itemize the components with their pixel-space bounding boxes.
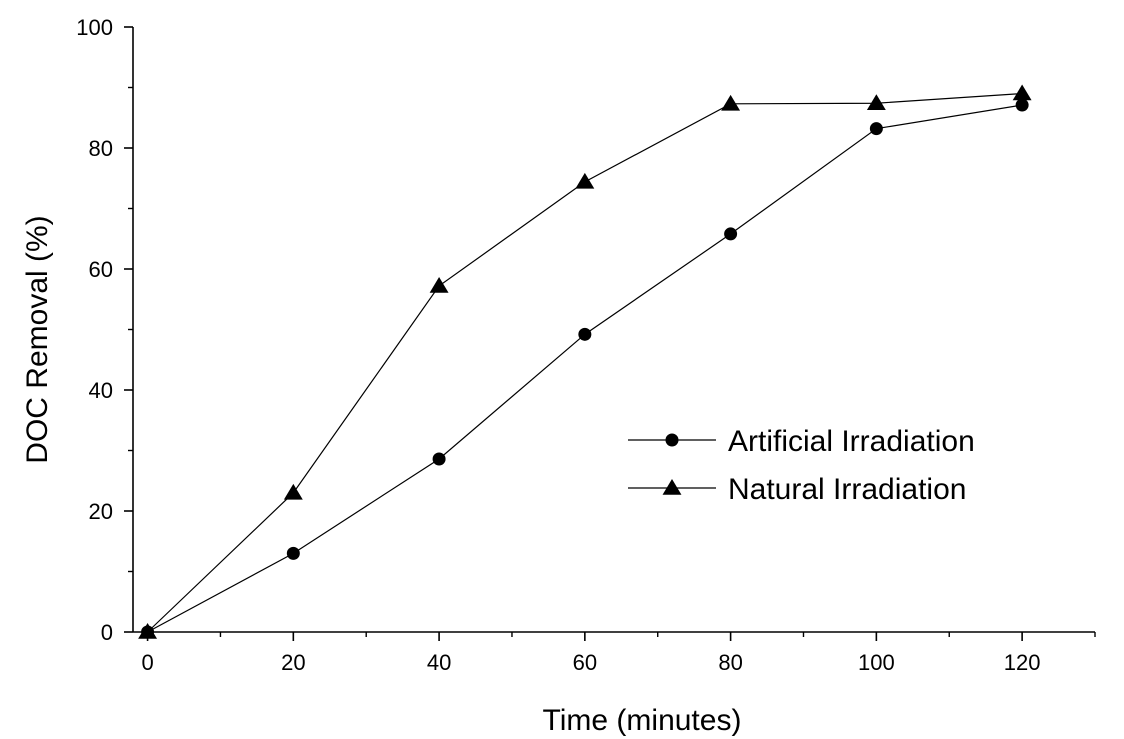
legend-label: Artificial Irradiation <box>728 425 975 458</box>
y-axis-title: DOC Removal (%) <box>21 215 54 463</box>
y-tick-label: 40 <box>89 378 113 403</box>
y-tick-label: 60 <box>89 257 113 282</box>
data-point <box>138 623 158 639</box>
y-tick-label: 20 <box>89 499 113 524</box>
x-tick-label: 120 <box>1004 650 1041 675</box>
axes <box>132 27 1095 633</box>
data-point <box>578 327 592 341</box>
data-point <box>1012 84 1032 101</box>
data-point <box>724 227 738 241</box>
data-point <box>575 172 595 189</box>
data-point <box>721 94 741 111</box>
x-tick-label: 40 <box>427 650 451 675</box>
x-tick-label: 60 <box>573 650 597 675</box>
data-point <box>1015 98 1029 112</box>
legend-marker <box>665 433 679 447</box>
x-axis-title: Time (minutes) <box>543 704 742 737</box>
legend: Artificial Irradiation Natural Irradiatio… <box>628 425 975 506</box>
x-tick-label: 20 <box>281 650 305 675</box>
x-axis-ticks: 0 20 40 60 80 100 120 <box>141 632 1096 675</box>
data-point <box>432 452 446 466</box>
data-point <box>286 546 300 560</box>
data-point <box>869 122 883 136</box>
x-tick-label: 80 <box>718 650 742 675</box>
plot-area <box>138 84 1032 639</box>
y-tick-label: 0 <box>101 620 113 645</box>
y-axis-ticks: 0 20 40 60 80 100 <box>76 15 133 645</box>
y-tick-label: 80 <box>89 136 113 161</box>
x-tick-label: 0 <box>141 650 153 675</box>
x-tick-label: 100 <box>858 650 895 675</box>
legend-label: Natural Irradiation <box>728 473 966 506</box>
data-point <box>429 276 449 293</box>
series-natural <box>138 84 1032 639</box>
data-point <box>866 94 886 110</box>
legend-item: Artificial Irradiation <box>628 425 975 458</box>
legend-marker <box>662 479 682 495</box>
legend-item: Natural Irradiation <box>628 473 966 506</box>
data-point <box>283 483 303 500</box>
y-tick-label: 100 <box>76 15 113 40</box>
